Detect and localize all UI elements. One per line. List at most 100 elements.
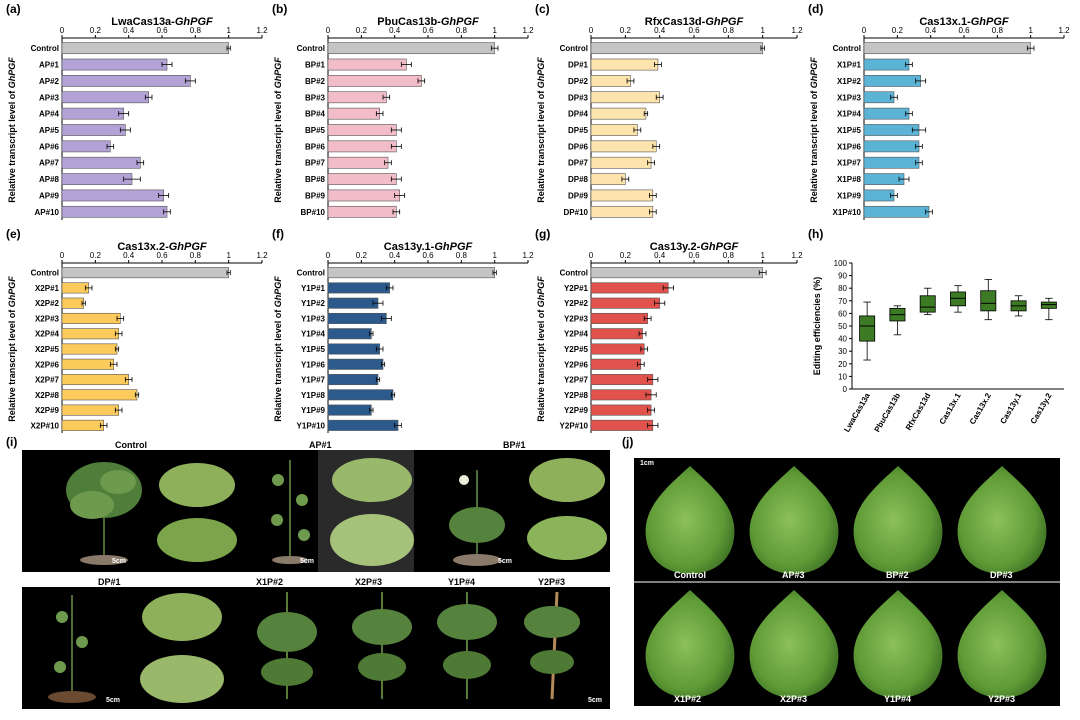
y-axis-title-gene: GhPGF (7, 57, 17, 89)
x-tick-label: 1.2 (522, 251, 534, 260)
category-label: AP#4 (39, 110, 60, 119)
bar (61, 282, 89, 294)
x-tick-label: 0.2 (892, 26, 904, 35)
bar (61, 75, 191, 87)
x-tick-label: 1 (760, 26, 765, 35)
category-label: DP#6 (568, 142, 589, 151)
y-tick-label: 30 (838, 347, 847, 356)
category-label: Y2P#4 (564, 330, 589, 339)
x-tick-label: 0.8 (190, 26, 202, 35)
category-label: DP#10 (564, 208, 589, 217)
category-label: X2P#10 (31, 421, 60, 430)
category-label: BP#1 (305, 61, 326, 70)
y-axis-title-prefix: Relative transcript level of (273, 307, 283, 422)
bar (327, 343, 380, 355)
category-label: DP#5 (568, 126, 589, 135)
boll-control-icon (645, 466, 735, 574)
bar (590, 140, 657, 153)
y-axis-title-prefix: Relative transcript level of (536, 88, 546, 203)
bar (590, 282, 669, 294)
y-axis-title-prefix: Relative transcript level of (536, 307, 546, 422)
x-tick-label: 1 (1028, 26, 1033, 35)
bar (61, 189, 164, 202)
y-axis-title: Relative transcript level of GhPGF (536, 276, 546, 422)
x-tick-label: 0.8 (723, 251, 735, 260)
box (1040, 301, 1057, 309)
y-axis-title-prefix: Relative transcript level of (809, 88, 819, 203)
x-tick-label: 0.2 (620, 26, 632, 35)
bar (863, 124, 920, 136)
category-label: X1P#5 (837, 126, 862, 135)
x-tick-label: 0 (60, 26, 65, 35)
y-axis-title-gene: GhPGF (7, 276, 17, 308)
y-tick-label: 10 (838, 372, 847, 381)
bar (863, 42, 1031, 55)
y-axis-title-gene: GhPGF (536, 57, 546, 89)
bar (61, 58, 168, 71)
category-label: X2P#7 (35, 376, 60, 385)
category-label: Control (31, 269, 59, 278)
category-label: AP#1 (39, 61, 60, 70)
chart-title-prefix: PbuCas13b- (377, 16, 441, 28)
x-tick-label: 0.8 (992, 26, 1004, 35)
category-label: PbuCas13b (873, 391, 903, 433)
bar (327, 389, 394, 401)
category-label: AP#9 (39, 191, 60, 200)
bar (327, 404, 372, 416)
bar (327, 58, 407, 71)
bar (590, 389, 652, 401)
bar (590, 374, 654, 386)
panel-i-label-x2p3: X2P#3 (355, 577, 383, 587)
x-tick-label: 0.8 (723, 26, 735, 35)
panel-j-label-control: Control (674, 570, 706, 580)
category-label: Control (560, 269, 588, 278)
bar (590, 107, 647, 120)
x-tick-label: 0.8 (456, 251, 468, 260)
y-axis-title-gene: GhPGF (809, 57, 819, 89)
bp1-plant-icon (449, 470, 505, 566)
bar (590, 312, 648, 324)
chart-title-gene: GhPGF (441, 16, 479, 28)
category-label: Cas13y.2 (1029, 391, 1054, 426)
bar (590, 42, 763, 55)
bar (327, 328, 372, 340)
bar (327, 107, 380, 120)
bar (590, 173, 626, 185)
x-tick-label: 0.2 (90, 26, 102, 35)
x2p3-plant-icon (352, 592, 412, 699)
panel-j-scale: 1cm (640, 460, 655, 467)
category-label: RfxCas13d (904, 391, 933, 431)
category-label: X2P#6 (35, 360, 60, 369)
panel-i-top-photo: 5cm 5cm 5cm (22, 450, 610, 572)
x-tick-label: 0.6 (688, 26, 700, 35)
bar (863, 205, 930, 218)
x-tick-label: 0 (326, 251, 331, 260)
x-tick-label: 0.4 (654, 251, 666, 260)
panel-letter-c: (c) (535, 2, 550, 16)
category-label: BP#6 (305, 142, 326, 151)
y-tick-label: 70 (838, 297, 847, 306)
bar (61, 358, 114, 370)
bar (327, 282, 390, 294)
x-tick-label: 0.6 (156, 251, 168, 260)
category-label: DP#2 (568, 77, 589, 86)
x-tick-label: 0.2 (356, 251, 368, 260)
x-tick-label: 0.2 (620, 251, 632, 260)
panel-i-label-x1p2: X1P#2 (256, 577, 284, 587)
category-label: Y1P#10 (297, 421, 326, 430)
x-tick-label: 0.2 (90, 251, 102, 260)
category-label: X1P#6 (837, 142, 862, 151)
y-axis-title: Relative transcript level of GhPGF (273, 57, 283, 203)
panel-j-label-x1p2: X1P#2 (674, 694, 702, 704)
chart-title-gene: GhPGF (700, 241, 738, 253)
boll-ap3-icon (749, 466, 839, 574)
x-tick-label: 1.2 (256, 251, 268, 260)
category-label: Y2P#3 (564, 314, 589, 323)
bar (590, 189, 654, 202)
category-label: Y2P#7 (564, 376, 589, 385)
bar (590, 419, 654, 431)
x-tick-label: 0.8 (190, 251, 202, 260)
bar (590, 343, 645, 355)
bar (327, 140, 397, 153)
